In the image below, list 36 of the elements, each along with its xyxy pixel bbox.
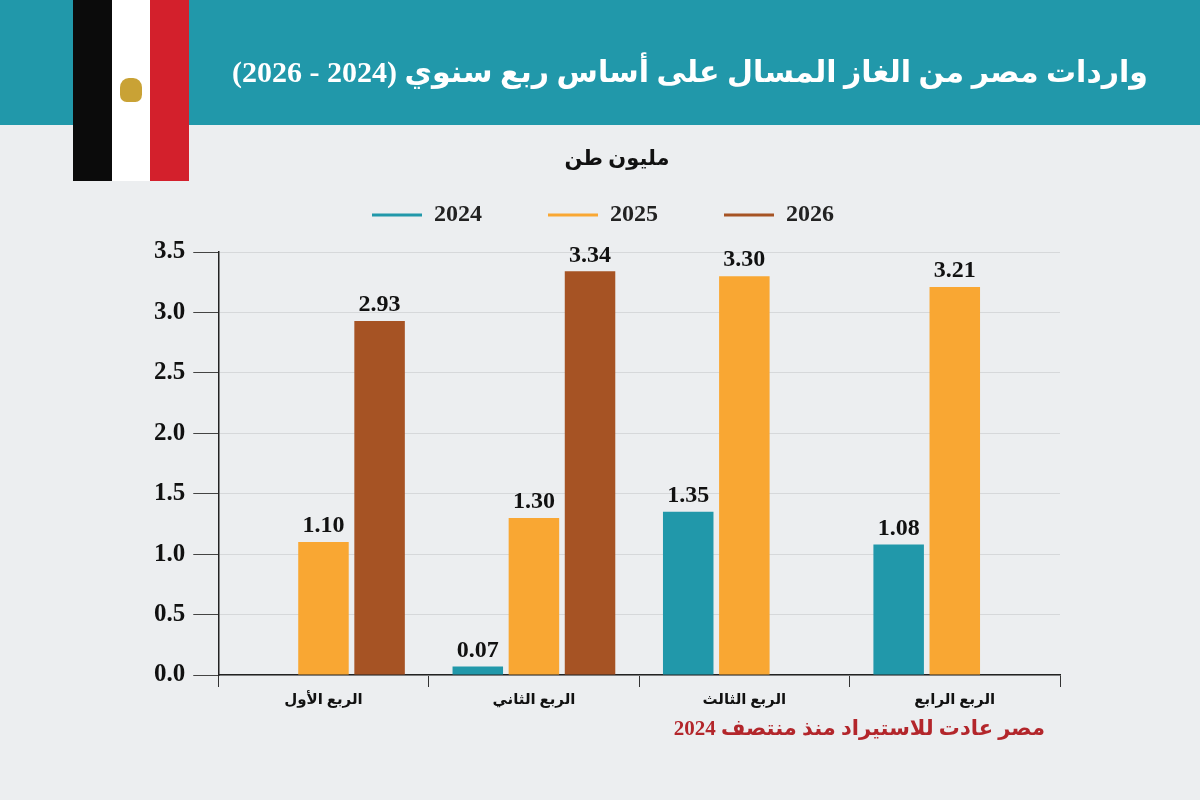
data-label: 1.35 <box>667 481 710 508</box>
x-tick-label: الربع الثاني <box>492 690 576 708</box>
legend-label: 2024 <box>434 200 482 227</box>
bar <box>354 320 405 675</box>
bar <box>508 517 560 675</box>
bar <box>298 542 349 675</box>
data-label: 0.07 <box>456 635 499 662</box>
chart-title: واردات مصر من الغاز المسال على أساس ربع سنوي (2024 - 2026) <box>231 54 1148 89</box>
legend-label: 2025 <box>610 200 658 227</box>
data-label: 1.30 <box>512 487 555 514</box>
y-tick-label: 0.0 <box>154 659 186 687</box>
data-label: 2.93 <box>358 290 401 317</box>
data-label: 3.30 <box>723 245 766 272</box>
bar <box>662 511 714 675</box>
y-tick-label: 1.5 <box>154 478 186 506</box>
y-tick-label: 1.0 <box>154 538 186 566</box>
bar <box>929 287 981 675</box>
bar <box>719 276 770 675</box>
legend-label: 2026 <box>786 200 834 227</box>
x-tick-label: الربع الرابع <box>914 690 996 708</box>
y-tick-label: 2.5 <box>154 357 186 385</box>
bar <box>873 544 924 675</box>
y-tick-label: 3.5 <box>154 236 186 264</box>
x-tick-label: الربع الأول <box>284 689 363 708</box>
data-label: 3.21 <box>933 256 976 283</box>
x-tick-label: الربع الثالث <box>702 690 787 708</box>
y-tick-label: 2.0 <box>154 417 186 445</box>
data-label: 3.34 <box>569 240 612 267</box>
text: مصر عادت للاستيراد منذ منتصف 2024 <box>673 716 1045 741</box>
data-label: 1.08 <box>877 513 920 540</box>
y-tick-label: 0.5 <box>154 599 186 627</box>
text: مليون طن <box>563 146 671 171</box>
bar <box>564 271 616 675</box>
data-label: 1.10 <box>302 511 345 538</box>
bar <box>452 666 504 675</box>
y-tick-label: 3.0 <box>154 296 186 324</box>
